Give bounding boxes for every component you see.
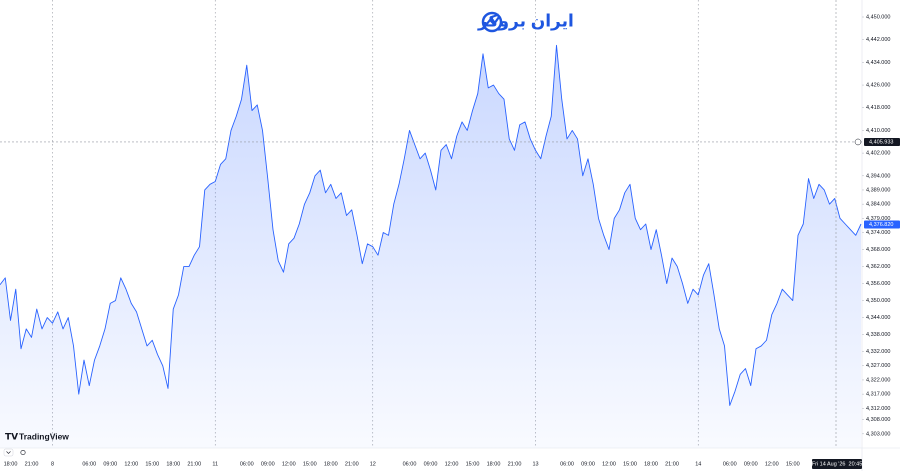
x-tick-label: 15:00	[466, 461, 480, 467]
x-tick-label: 09:00	[261, 461, 275, 467]
collapse-button[interactable]	[3, 448, 14, 457]
x-tick-label: 21:00	[187, 461, 201, 467]
x-tick-label: 18:00	[644, 461, 658, 467]
y-tick-label: 4,332.000	[866, 349, 890, 355]
x-tick-label: 09:00	[744, 461, 758, 467]
y-tick-label: 4,308.000	[866, 417, 890, 423]
logo-icon	[481, 11, 503, 33]
y-tick-label: 4,362.000	[866, 264, 890, 270]
logo: ایران بروکر	[477, 11, 574, 33]
x-tick-label: 18:00	[324, 461, 338, 467]
y-tick-label: 4,402.000	[866, 151, 890, 157]
y-tick-label: 4,434.000	[866, 60, 890, 66]
crosshair-time-badge	[812, 459, 862, 469]
x-tick-label: 21:00	[25, 461, 39, 467]
x-tick-label: 15:00	[786, 461, 800, 467]
y-tick-label: 4,327.000	[866, 363, 890, 369]
x-tick-label: 15:00	[303, 461, 317, 467]
settings-button[interactable]	[20, 449, 26, 455]
y-tick-label: 4,384.000	[866, 202, 890, 208]
x-tick-label: 12:00	[124, 461, 138, 467]
x-tick-label: 21:00	[665, 461, 679, 467]
y-tick-label: 4,426.000	[866, 83, 890, 89]
x-tick-label: 21:00	[508, 461, 522, 467]
x-tick-label: 18:00	[4, 461, 18, 467]
y-tick-label: 4,450.000	[866, 14, 890, 20]
x-tick-label: 13	[532, 461, 538, 467]
x-tick-label: 12:00	[282, 461, 296, 467]
y-tick-label: 4,442.000	[866, 37, 890, 43]
x-tick-label: 8	[51, 461, 54, 467]
crosshair-price-badge	[864, 137, 900, 146]
y-tick-label: 4,410.000	[866, 128, 890, 134]
x-tick-label: 06:00	[240, 461, 254, 467]
x-tick-label: 06:00	[723, 461, 737, 467]
y-tick-label: 4,344.000	[866, 315, 890, 321]
crosshair-add-button	[854, 138, 862, 146]
x-tick-label: 21:00	[345, 461, 359, 467]
collapse-icon	[6, 451, 11, 454]
x-tick-label: 14	[695, 461, 701, 467]
last-price-label: 4,376.820	[869, 222, 893, 228]
x-tick-label: 06:00	[82, 461, 96, 467]
x-tick-label: 12:00	[445, 461, 459, 467]
y-tick-label: 4,394.000	[866, 173, 890, 179]
y-tick-label: 4,303.000	[866, 431, 890, 437]
crosshair-price-label: 4,405.933	[869, 139, 893, 145]
watermark: 𝗧𝗩 TradingView	[5, 431, 69, 441]
x-tick-label: 11	[212, 461, 218, 467]
x-tick-label: 06:00	[403, 461, 417, 467]
watermark-text: TradingView	[19, 431, 69, 441]
logo-text: ایران بروکر	[477, 11, 574, 31]
y-tick-label: 4,418.000	[866, 105, 890, 111]
x-tick-label: 15:00	[623, 461, 637, 467]
x-tick-label: 12:00	[602, 461, 616, 467]
y-tick-label: 4,350.000	[866, 298, 890, 304]
y-tick-label: 4,374.000	[866, 230, 890, 236]
y-tick-label: 4,338.000	[866, 332, 890, 338]
y-tick-label: 4,317.000	[866, 392, 890, 398]
x-tick-label: 15:00	[145, 461, 159, 467]
plot-area	[0, 0, 862, 449]
last-price-badge	[864, 220, 900, 229]
price-line	[0, 44, 862, 406]
x-tick-label: 18:00	[487, 461, 501, 467]
y-tick-label: 4,312.000	[866, 406, 890, 412]
y-tick-label: 4,322.000	[866, 377, 890, 383]
y-tick-label: 4,379.000	[866, 216, 890, 222]
x-tick-label: 09:00	[103, 461, 117, 467]
x-tick-label: 06:00	[560, 461, 574, 467]
y-tick-label: 4,389.000	[866, 187, 890, 193]
logo-arrow	[485, 16, 500, 26]
y-tick-label: 4,368.000	[866, 247, 890, 253]
x-tick-label: 09:00	[424, 461, 438, 467]
x-tick-label: 12	[370, 461, 376, 467]
x-tick-label: 09:00	[581, 461, 595, 467]
crosshair-time-label: Fri 14 Aug '26 20:45	[812, 461, 863, 467]
x-tick-label: 12:00	[765, 461, 779, 467]
watermark-icon: 𝗧𝗩	[5, 431, 18, 441]
area-fill	[0, 45, 861, 449]
x-tick-label: 18:00	[166, 461, 180, 467]
y-tick-label: 4,356.000	[866, 281, 890, 287]
